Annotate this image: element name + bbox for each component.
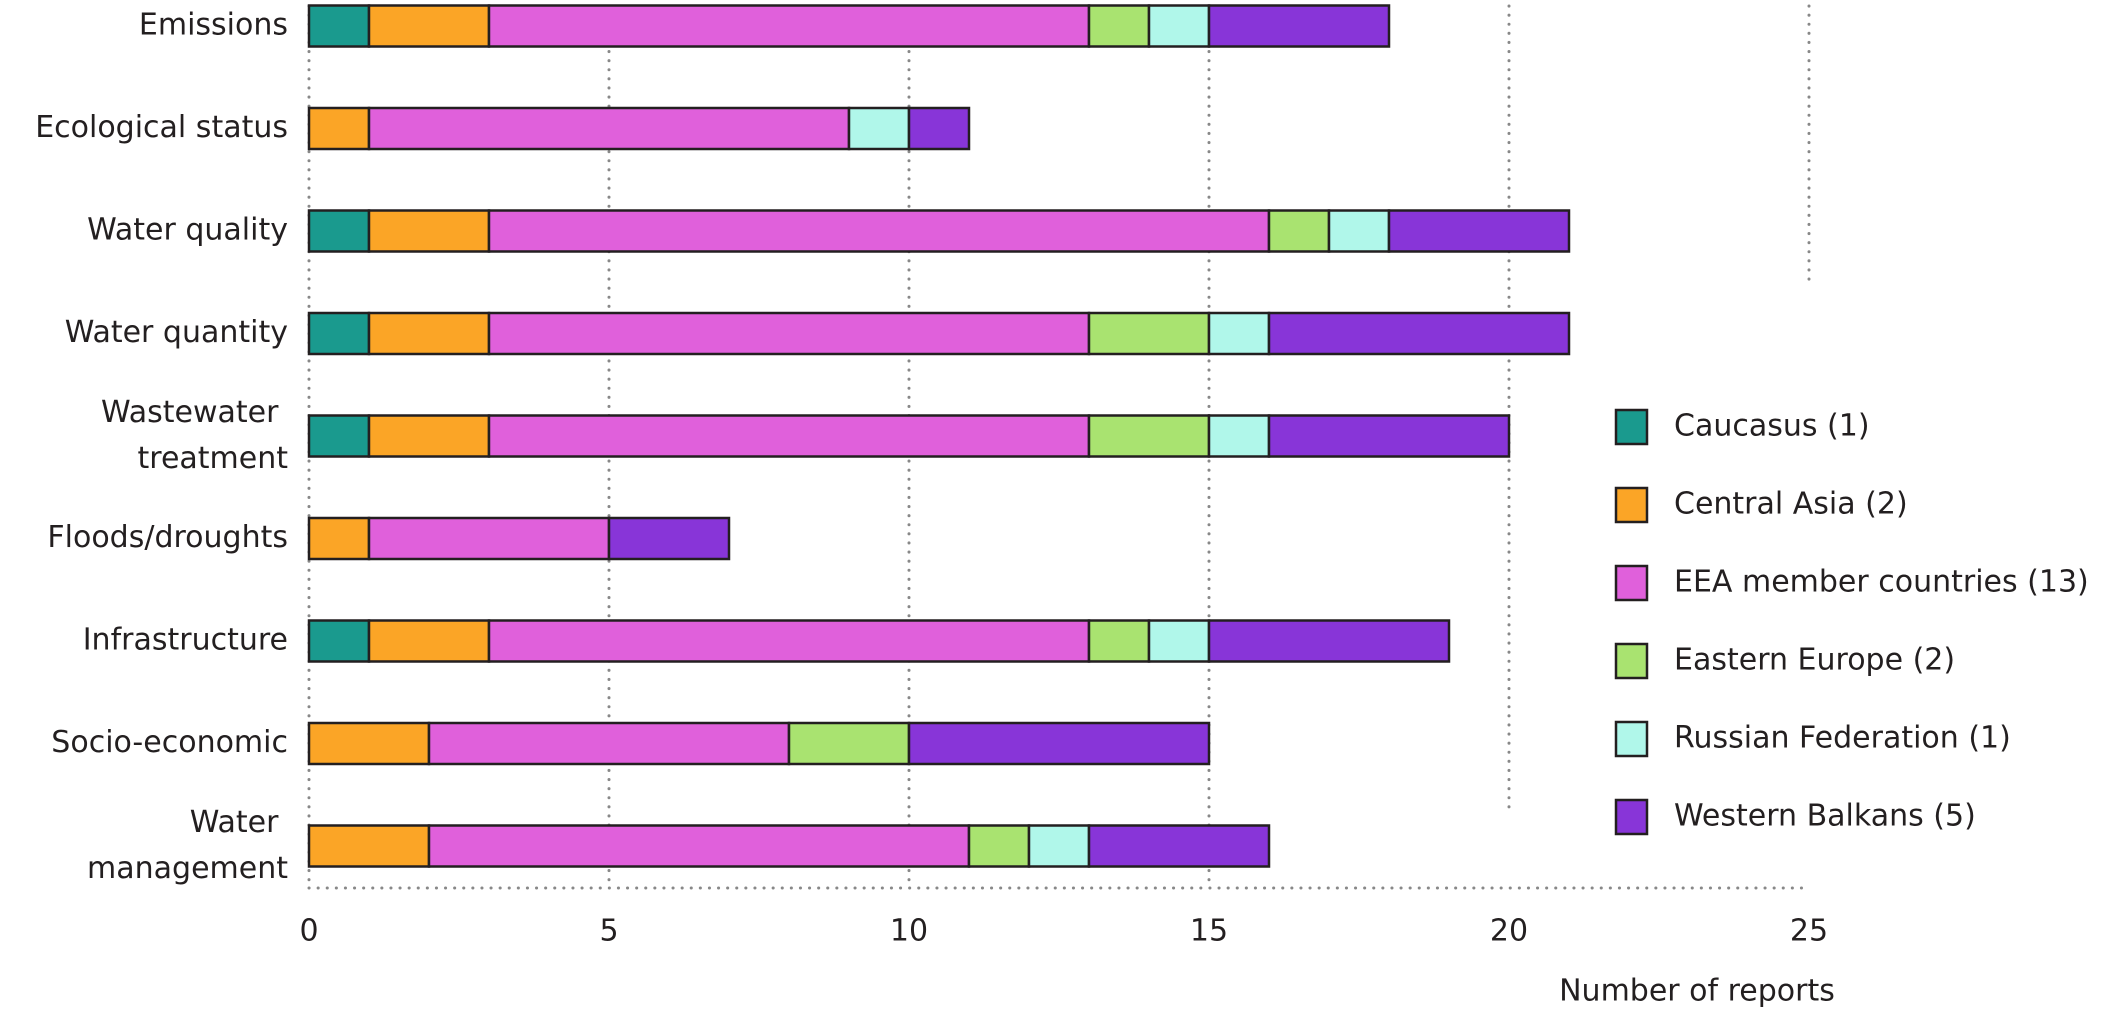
bar-segment: [367, 619, 491, 663]
bar-segment: [1207, 4, 1391, 48]
bar-segment: [1207, 619, 1451, 663]
bar-segment: [307, 106, 371, 151]
bar-segment: [367, 311, 491, 356]
bar-segment: [487, 619, 1091, 663]
bar-segment: [1267, 311, 1571, 356]
grid: [307, 4, 1811, 890]
legend-swatch: [1614, 408, 1649, 446]
y-tick-label: Ecological status: [35, 110, 288, 145]
bar-segment: [1387, 209, 1571, 253]
y-tick-label: Infrastructure: [83, 623, 288, 658]
bar-segment: [1207, 311, 1271, 356]
legend-label: Western Balkans (5): [1674, 799, 1976, 834]
bar-segment: [1087, 414, 1211, 458]
bar-segment: [487, 4, 1091, 48]
bar-segment: [307, 4, 371, 48]
x-axis-label: Number of reports: [1559, 974, 1835, 1009]
bar-segment: [967, 824, 1031, 868]
bar-segment: [907, 721, 1211, 766]
bar-segment: [487, 209, 1271, 253]
y-tick-label: Emissions: [139, 8, 288, 43]
bar-segment: [1147, 619, 1211, 663]
bar-segment: [307, 516, 371, 561]
bar-segment: [847, 106, 911, 151]
legend-swatch: [1614, 642, 1649, 680]
bar-segment: [307, 824, 431, 868]
bar-segment: [1267, 414, 1511, 458]
bar-segment: [1087, 824, 1271, 868]
y-tick-label: Water management: [87, 805, 288, 886]
legend-swatch: [1614, 486, 1649, 524]
bar-segment: [607, 516, 731, 561]
bar-segment: [1087, 619, 1151, 663]
bar-segment: [1027, 824, 1091, 868]
bar-segment: [1267, 209, 1331, 253]
bar-segment: [1087, 4, 1151, 48]
bar-segment: [307, 721, 431, 766]
bar-segment: [307, 414, 371, 458]
bar-segment: [787, 721, 911, 766]
y-tick-label: Socio-economic: [51, 725, 288, 760]
bar-segment: [1087, 311, 1211, 356]
bar-segment: [367, 106, 851, 151]
legend-label: Russian Federation (1): [1674, 721, 2011, 756]
legend-swatch: [1614, 564, 1649, 602]
legend-label: EEA member countries (13): [1674, 565, 2089, 600]
legend-swatch: [1614, 798, 1649, 836]
bar-segment: [367, 4, 491, 48]
y-tick-label: Water quality: [87, 213, 288, 248]
x-tick-label: 15: [1190, 914, 1228, 949]
x-tick-label: 25: [1790, 914, 1828, 949]
x-tick-label: 10: [890, 914, 928, 949]
bar-segment: [307, 209, 371, 253]
legend-swatch: [1614, 720, 1649, 758]
y-tick-label: Water quantity: [65, 315, 288, 350]
bar-segment: [307, 311, 371, 356]
bar-segment: [427, 721, 791, 766]
legend-label: Caucasus (1): [1674, 409, 1870, 444]
bar-segment: [1327, 209, 1391, 253]
bar-segment: [907, 106, 971, 151]
y-tick-label: Wastewater treatment: [101, 395, 288, 476]
legend-label: Eastern Europe (2): [1674, 643, 1955, 678]
x-tick-label: 0: [299, 914, 318, 949]
legend-label: Central Asia (2): [1674, 487, 1908, 522]
x-tick-label: 20: [1490, 914, 1528, 949]
bar-segment: [367, 209, 491, 253]
bar-segment: [487, 414, 1091, 458]
bar-segment: [367, 516, 611, 561]
bar-segment: [367, 414, 491, 458]
bar-segment: [487, 311, 1091, 356]
x-tick-label: 5: [599, 914, 618, 949]
y-tick-label: Floods/droughts: [47, 520, 288, 555]
bar-segment: [1147, 4, 1211, 48]
bar-segment: [427, 824, 971, 868]
bar-segment: [1207, 414, 1271, 458]
bar-segment: [307, 619, 371, 663]
